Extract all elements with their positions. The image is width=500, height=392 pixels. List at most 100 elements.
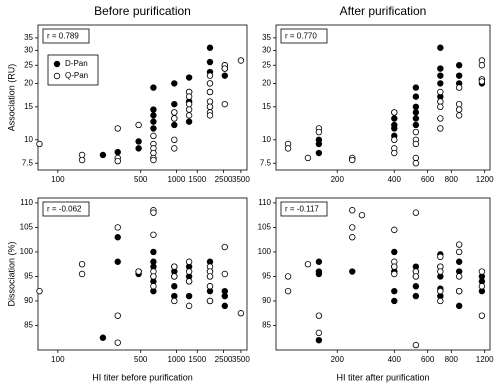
point — [315, 312, 323, 319]
point — [437, 125, 444, 132]
panel-title: Before purification — [94, 4, 191, 18]
plot-frame — [37, 24, 248, 171]
y-tick-label: 10 — [262, 135, 271, 144]
point — [349, 224, 356, 231]
point — [455, 84, 463, 91]
point — [412, 84, 420, 91]
point — [78, 270, 86, 278]
point — [185, 112, 193, 119]
point — [304, 154, 312, 162]
point — [391, 263, 398, 270]
point — [455, 258, 463, 265]
y-tick-label: 105 — [258, 223, 272, 232]
point — [114, 312, 121, 319]
y-axis-label: Dissociation (%) — [6, 241, 16, 306]
point — [185, 258, 193, 265]
point — [391, 109, 398, 116]
point — [391, 136, 398, 144]
point — [150, 156, 157, 164]
point — [315, 329, 323, 337]
point — [206, 58, 214, 66]
point — [437, 115, 444, 122]
y-tick-label: 105 — [20, 223, 34, 232]
point — [99, 151, 107, 159]
point — [412, 103, 420, 111]
x-tick-label: 800 — [445, 175, 459, 184]
point — [36, 140, 43, 148]
point — [437, 80, 444, 87]
x-tick-label: 3500 — [232, 355, 250, 364]
legend-marker — [53, 60, 61, 68]
point — [114, 339, 121, 346]
point — [185, 100, 193, 108]
point — [171, 100, 178, 108]
point — [412, 115, 420, 122]
point — [315, 258, 323, 265]
x-tick-label: 400 — [388, 175, 402, 184]
point — [185, 93, 193, 100]
point — [455, 106, 463, 113]
annotation-box — [280, 28, 328, 44]
point — [171, 121, 178, 129]
point — [412, 93, 420, 100]
point — [349, 207, 356, 214]
annotation-box — [280, 201, 328, 217]
point — [150, 132, 157, 140]
point — [478, 62, 486, 69]
point — [478, 268, 486, 275]
point — [455, 248, 463, 256]
point — [185, 268, 193, 275]
point — [437, 103, 444, 111]
plot-frame — [275, 24, 491, 171]
point — [171, 109, 178, 116]
point — [150, 248, 157, 256]
point — [221, 292, 229, 300]
point — [437, 44, 444, 51]
annotation-box — [42, 28, 90, 44]
point — [36, 287, 43, 295]
y-tick-label: 100 — [258, 247, 272, 256]
point — [114, 224, 121, 231]
point — [455, 72, 463, 79]
point — [150, 84, 157, 91]
point — [185, 106, 193, 113]
point — [412, 341, 420, 349]
point — [135, 145, 142, 152]
annotation: r = -0.062 — [47, 205, 82, 214]
point — [437, 253, 444, 261]
point — [437, 268, 444, 275]
x-tick-label: 2500 — [215, 175, 233, 184]
point — [185, 292, 193, 300]
x-tick-label: 100 — [51, 355, 65, 364]
x-tick-label: 200 — [331, 175, 345, 184]
point — [150, 283, 157, 290]
point — [221, 302, 229, 310]
y-tick-label: 110 — [258, 198, 271, 207]
point — [206, 297, 214, 305]
point — [391, 115, 398, 122]
point — [455, 112, 463, 119]
point — [412, 154, 420, 162]
point — [221, 72, 229, 79]
point — [455, 100, 463, 108]
point — [150, 112, 157, 119]
point — [358, 211, 366, 219]
x-tick-label: 1200 — [476, 355, 494, 364]
point — [412, 109, 420, 116]
point — [315, 149, 323, 157]
point — [437, 65, 444, 72]
point — [171, 136, 178, 144]
annotation: r = 0.789 — [47, 32, 79, 41]
y-tick-label: 95 — [262, 272, 271, 281]
x-tick-label: 1200 — [476, 175, 494, 184]
legend-label: Q-Pan — [65, 71, 88, 80]
point — [437, 72, 444, 79]
point — [206, 72, 214, 79]
point — [315, 128, 323, 136]
x-tick-label: 1000 — [168, 175, 186, 184]
point — [437, 287, 444, 295]
point — [114, 234, 121, 241]
point — [455, 287, 463, 295]
y-tick-label: 85 — [262, 321, 271, 330]
x-tick-label: 1000 — [168, 355, 186, 364]
